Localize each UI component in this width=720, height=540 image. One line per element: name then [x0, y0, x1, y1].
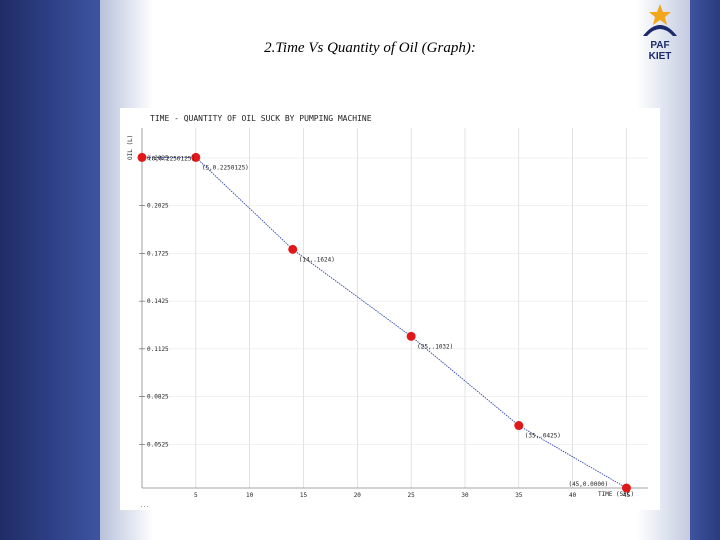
x-tick-label: 30	[461, 492, 469, 499]
background-left-panel	[0, 0, 100, 540]
data-point	[191, 152, 201, 162]
x-tick-label: 40	[569, 492, 577, 499]
y-tick-label: 0.2025	[147, 203, 169, 210]
chart-title: TIME - QUANTITY OF OIL SUCK BY PUMPING M…	[150, 114, 372, 123]
data-point	[621, 483, 631, 493]
chart-svg: TIME - QUANTITY OF OIL SUCK BY PUMPING M…	[127, 114, 648, 509]
slide-panel: 2.Time Vs Quantity of Oil (Graph): PAF K…	[100, 0, 690, 540]
y-tick-label: 0.1725	[147, 250, 169, 257]
x-tick-label: 35	[515, 492, 523, 499]
y-axis-label: OIL (L)	[127, 135, 134, 160]
logo-star-icon	[649, 4, 671, 25]
y-tick-label: 0.1125	[147, 346, 169, 353]
y-tick-label: 0.0825	[147, 394, 169, 401]
x-tick-label: 25	[408, 492, 416, 499]
data-point	[514, 421, 524, 431]
y-tick-label: 0.1425	[147, 298, 169, 305]
slide-title: 2.Time Vs Quantity of Oil (Graph):	[264, 40, 476, 56]
data-label: (14,.1624)	[299, 256, 335, 263]
x-tick-label: 10	[246, 492, 254, 499]
x-tick-label: 20	[354, 492, 362, 499]
x-tick-label: 5	[194, 492, 198, 499]
logo-arch-icon	[643, 25, 677, 36]
data-label: (45,0.0000)	[568, 481, 608, 488]
x-axis-label: TIME (SEC)	[598, 491, 634, 498]
chart-footer: ...	[140, 503, 149, 509]
x-tick-label: 45	[623, 492, 631, 499]
chart-area: TIME - QUANTITY OF OIL SUCK BY PUMPING M…	[120, 108, 660, 510]
data-point	[137, 152, 147, 162]
logo-text-paf: PAF	[650, 40, 669, 51]
data-label: (5,0.2250125)	[202, 164, 249, 171]
y-tick-label: 0.0525	[147, 441, 169, 448]
paf-kiet-logo: PAF KIET	[643, 4, 677, 62]
data-label: (0,0.2250125)	[148, 155, 195, 162]
x-tick-label: 15	[300, 492, 308, 499]
logo-text-kiet: KIET	[649, 51, 672, 62]
data-label: (35,.0425)	[525, 433, 561, 440]
background-right-panel	[690, 0, 720, 540]
y-tick-label: 0.2025	[147, 155, 169, 162]
data-point	[406, 331, 416, 341]
data-point	[288, 244, 298, 254]
series-line	[142, 156, 627, 489]
data-label: (25,.1032)	[417, 343, 453, 350]
